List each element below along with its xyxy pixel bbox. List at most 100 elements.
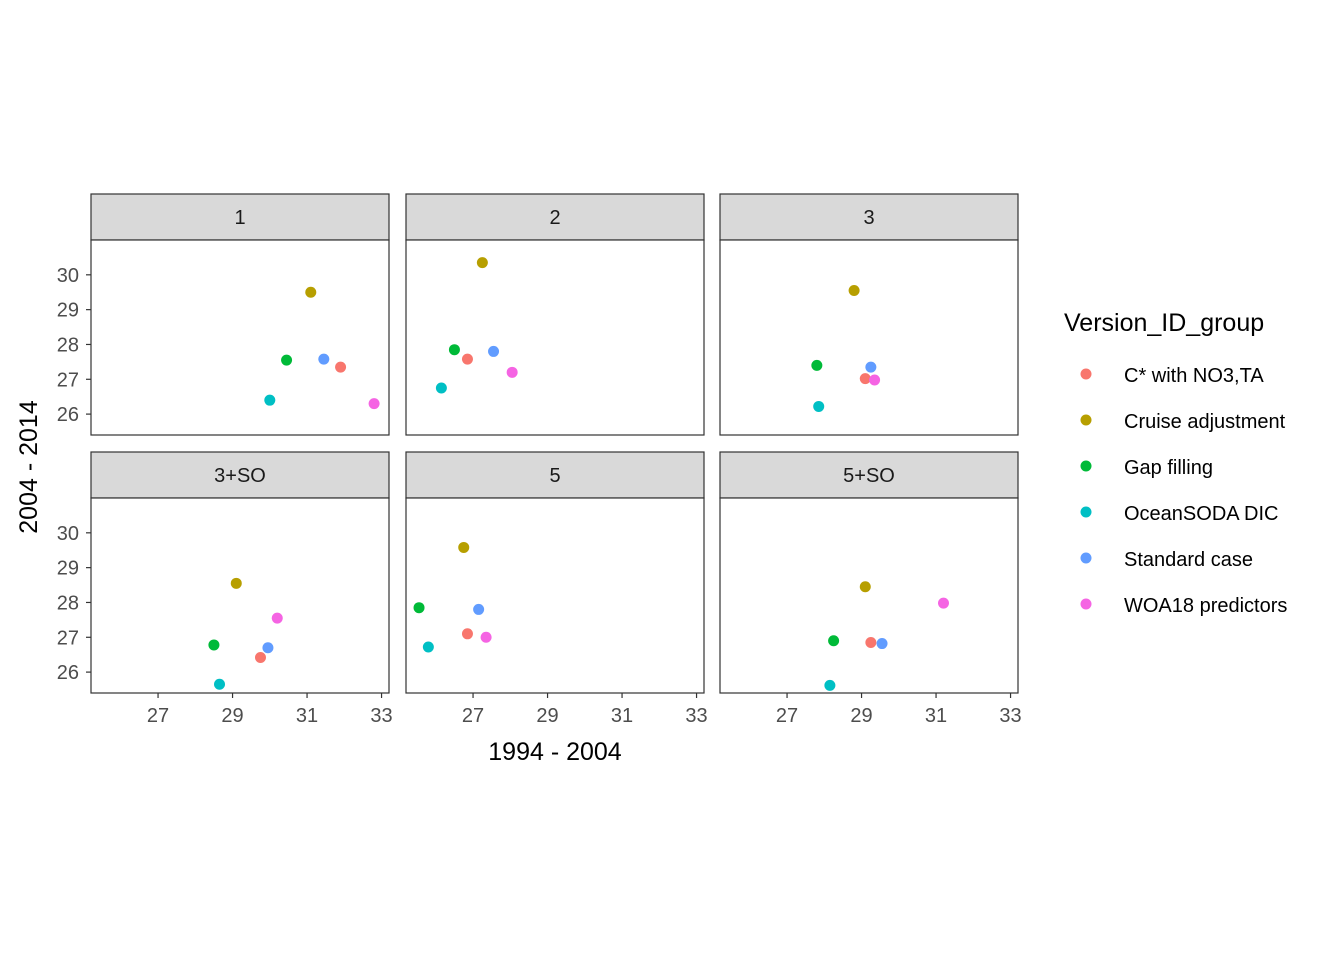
data-point [811,359,823,371]
legend-label: WOA18 predictors [1124,595,1287,617]
data-point [262,642,274,654]
facet-strip-label: 3+SO [214,465,266,487]
data-point [859,373,871,385]
legend-entry: Cruise adjustment [1080,411,1286,433]
facet-panel-1: 1 [90,193,390,436]
y-axis: 26 27 28 29 30 26 27 28 29 30 [57,265,91,684]
x-axis-title: 1994 - 2004 [488,738,622,766]
legend-key [1080,506,1092,518]
y-tick-label: 26 [57,404,79,426]
data-point [869,374,881,386]
data-point [448,344,460,356]
y-tick-label: 28 [57,592,79,614]
data-point [305,286,317,298]
x-tick-label: 29 [221,705,243,727]
facet-strip-label: 5+SO [843,465,895,487]
legend-key [1080,552,1092,564]
data-point [281,354,293,366]
facet-strip [719,193,1019,241]
data-point [848,284,860,296]
facet-panel-3-SO: 3+SO [90,451,390,694]
facet-panel-5-SO: 5+SO [719,451,1019,694]
panel-border [90,239,390,436]
x-tick-label: 33 [999,705,1021,727]
legend-key [1080,460,1092,472]
facet-panel-2: 2 [405,193,705,436]
data-point [422,641,434,653]
data-point [318,353,330,365]
x-axis: 27 29 31 33 27 29 31 33 27 29 31 33 [147,693,1022,727]
data-point [813,400,825,412]
facet-panels: 1 2 3 3+SO 5 5+SO [90,193,1019,694]
data-point [230,577,242,589]
data-point [461,628,473,640]
legend-entry: C* with NO3,TA [1080,365,1264,387]
x-tick-label: 29 [850,705,872,727]
y-tick-label: 26 [57,662,79,684]
legend-entry: WOA18 predictors [1080,595,1287,617]
data-point [214,678,226,690]
legend-entry: OceanSODA DIC [1080,503,1279,525]
panel-border [90,497,390,694]
data-point [271,612,283,624]
data-point [859,581,871,593]
y-axis-title: 2004 - 2014 [15,400,43,534]
data-point [488,345,500,357]
y-tick-label: 29 [57,558,79,580]
y-tick-label: 30 [57,523,79,545]
facet-strip [719,451,1019,499]
data-point [413,602,425,614]
x-tick-label: 31 [611,705,633,727]
facet-panel-3: 3 [719,193,1019,436]
data-point [435,382,447,394]
data-point [458,541,470,553]
panel-border [405,497,705,694]
data-point [480,631,492,643]
facet-strip-label: 5 [549,465,560,487]
facet-strip [90,193,390,241]
legend-label: C* with NO3,TA [1124,365,1264,387]
y-tick-label: 27 [57,369,79,391]
x-tick-label: 27 [147,705,169,727]
data-point [865,361,877,373]
x-tick-label: 29 [536,705,558,727]
panel-border [405,239,705,436]
data-point [865,637,877,649]
legend-title: Version_ID_group [1064,309,1264,337]
data-point [461,353,473,365]
facet-strip [405,451,705,499]
data-point [335,361,347,373]
data-point [368,398,380,410]
x-tick-label: 31 [296,705,318,727]
x-tick-label: 27 [462,705,484,727]
data-point [476,257,488,269]
x-tick-label: 33 [685,705,707,727]
data-point [876,638,888,650]
x-tick-label: 31 [925,705,947,727]
data-point [254,651,266,663]
x-tick-label: 27 [776,705,798,727]
legend-label: Gap filling [1124,457,1213,479]
legend-key [1080,368,1092,380]
facet-strip-label: 1 [234,207,245,229]
facet-panel-5: 5 [405,451,705,694]
panel-border [719,497,1019,694]
y-tick-label: 30 [57,265,79,287]
x-tick-label: 33 [370,705,392,727]
y-tick-label: 27 [57,627,79,649]
data-point [828,635,840,647]
data-point [938,597,949,609]
legend-key [1080,598,1092,610]
legend-key [1080,414,1092,426]
data-point [506,366,518,378]
data-point [473,603,485,615]
data-point [208,639,220,651]
legend-label: Standard case [1124,549,1253,571]
panel-border [719,239,1019,436]
legend: Version_ID_group C* with NO3,TA Cruise ad… [1064,309,1287,617]
legend-entry: Gap filling [1080,457,1213,479]
y-tick-label: 28 [57,334,79,356]
data-point [264,394,276,406]
facet-strip-label: 3 [863,207,874,229]
